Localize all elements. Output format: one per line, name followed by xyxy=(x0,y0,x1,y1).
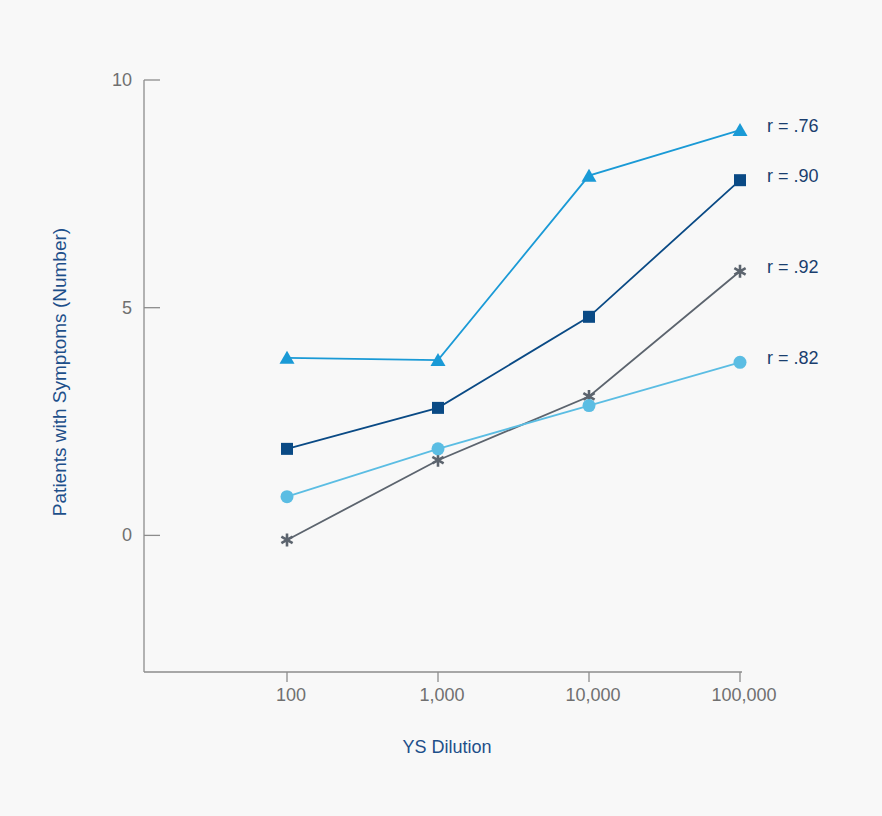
marker xyxy=(281,443,293,455)
marker xyxy=(734,265,745,278)
marker xyxy=(582,169,597,182)
x-axis-title: YS Dilution xyxy=(402,737,491,757)
y-tick-label: 10 xyxy=(112,70,132,90)
series-label: r = .90 xyxy=(767,166,819,186)
series-line xyxy=(287,362,740,496)
marker xyxy=(583,311,595,323)
y-axis-title: Patients with Symptoms (Number) xyxy=(49,228,70,516)
y-tick xyxy=(144,79,160,80)
marker xyxy=(733,123,748,136)
x-tick-label: 10,000 xyxy=(565,685,620,705)
marker xyxy=(281,490,294,503)
y-tick-label: 0 xyxy=(122,525,132,545)
x-tick xyxy=(286,672,287,682)
marker xyxy=(734,174,746,186)
x-tick-label: 100,000 xyxy=(711,685,776,705)
chart: 0 5 10 100 1,000 10,000 100,000 YS Dilution Pati… xyxy=(0,0,882,816)
series-line xyxy=(287,130,740,360)
background xyxy=(0,0,882,816)
marker xyxy=(280,351,295,364)
x-tick-label: 100 xyxy=(276,685,306,705)
series-line xyxy=(287,271,740,540)
marker xyxy=(432,402,444,414)
y-tick xyxy=(144,307,160,308)
series-line xyxy=(287,180,740,449)
series-label: r = .92 xyxy=(767,257,819,277)
marker xyxy=(431,353,446,366)
x-tick-label: 1,000 xyxy=(419,685,464,705)
x-axis xyxy=(144,671,742,672)
plot-area xyxy=(280,123,748,546)
x-tick xyxy=(437,672,438,682)
x-tick xyxy=(588,672,589,682)
series-label: r = .82 xyxy=(767,348,819,368)
marker xyxy=(583,399,596,412)
marker xyxy=(734,356,747,369)
y-axis xyxy=(143,80,144,672)
marker xyxy=(432,442,445,455)
x-tick xyxy=(739,672,740,682)
y-tick xyxy=(144,535,160,536)
series-label: r = .76 xyxy=(767,116,819,136)
marker xyxy=(432,454,443,467)
marker xyxy=(281,533,292,546)
y-tick-label: 5 xyxy=(122,298,132,318)
